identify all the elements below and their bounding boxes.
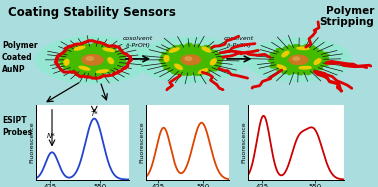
Ellipse shape [297,47,309,50]
Ellipse shape [282,51,289,57]
Ellipse shape [36,36,149,83]
Circle shape [181,55,201,65]
Y-axis label: Fluorescence: Fluorescence [139,121,144,163]
Circle shape [289,55,308,65]
Ellipse shape [108,58,113,64]
Y-axis label: Fluorescence: Fluorescence [241,121,246,163]
Polygon shape [268,44,329,75]
Polygon shape [159,43,224,76]
Ellipse shape [211,59,216,65]
Circle shape [293,57,300,60]
Ellipse shape [175,64,182,69]
Ellipse shape [202,47,211,52]
Ellipse shape [79,66,90,70]
Ellipse shape [299,66,311,69]
Ellipse shape [164,56,169,62]
Ellipse shape [246,38,351,81]
Text: ESIPT
Probes: ESIPT Probes [2,116,32,137]
Polygon shape [59,43,127,77]
Text: cosolvent
(i-PrOH): cosolvent (i-PrOH) [224,36,254,48]
Text: cosolvent
(i-PrOH): cosolvent (i-PrOH) [123,36,153,48]
Text: Polymer
Coated
AuNP: Polymer Coated AuNP [2,41,37,74]
Circle shape [86,57,94,60]
Ellipse shape [96,70,108,73]
Text: T*: T* [91,111,98,117]
Ellipse shape [103,48,115,51]
Ellipse shape [136,37,245,82]
Ellipse shape [74,46,85,50]
Text: Coating Stability Sensors: Coating Stability Sensors [8,6,175,19]
Ellipse shape [198,69,208,73]
Circle shape [185,57,192,60]
Ellipse shape [64,59,69,65]
Ellipse shape [314,59,321,64]
Ellipse shape [169,48,179,52]
Text: Polymer
Stripping: Polymer Stripping [319,6,374,27]
Circle shape [82,55,103,65]
Y-axis label: Fluorescence: Fluorescence [29,121,34,163]
Text: N*: N* [46,133,55,139]
Ellipse shape [277,65,286,70]
